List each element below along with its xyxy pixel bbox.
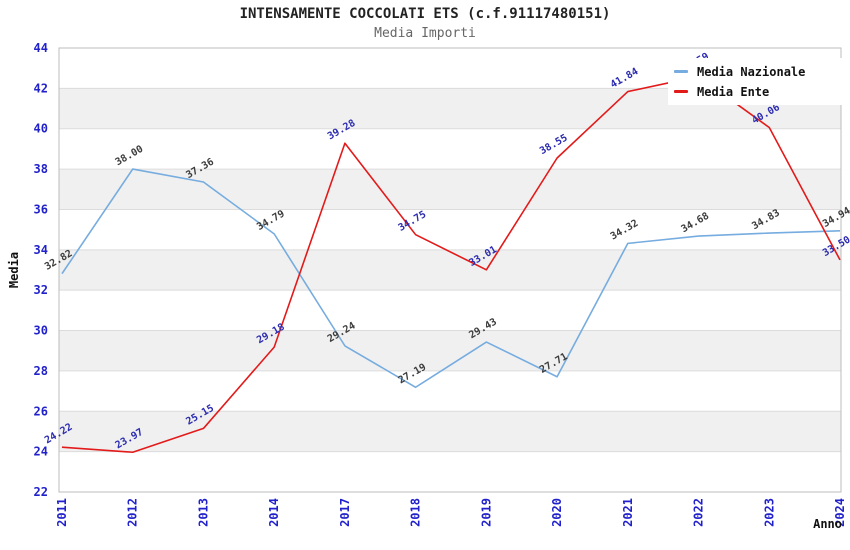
data-label: 34.83: [750, 208, 782, 233]
y-tick-label: 40: [34, 122, 48, 136]
data-label: 34.79: [255, 208, 287, 233]
y-tick-label: 30: [34, 324, 48, 338]
y-tick-label: 38: [34, 162, 48, 176]
y-tick-label: 26: [34, 404, 48, 418]
x-tick-label: 2022: [692, 498, 706, 527]
y-tick-label: 44: [34, 41, 48, 55]
data-label: 38.00: [114, 144, 146, 169]
plot-border: [58, 47, 842, 493]
data-label: 41.84: [609, 66, 641, 91]
x-tick-label: 2018: [409, 498, 423, 527]
y-tick-label: 34: [34, 243, 48, 257]
x-tick-label: 2020: [550, 498, 564, 527]
legend-item-media-nazionale: Media Nazionale: [674, 65, 850, 79]
x-tick-label: 2013: [196, 498, 210, 527]
x-tick-label: 2021: [621, 498, 635, 527]
chart-title: INTENSAMENTE COCCOLATI ETS (c.f.91117480…: [239, 6, 611, 22]
y-tick-label: 24: [34, 445, 48, 459]
legend-item-media-ente: Media Ente: [674, 85, 850, 99]
data-label: 34.68: [680, 211, 712, 236]
chart-subtitle: Media Importi: [374, 26, 476, 41]
x-tick-label: 2011: [55, 498, 69, 527]
x-tick-label: 2024: [833, 498, 847, 527]
grid-band: [59, 411, 841, 452]
grid-band: [59, 330, 841, 371]
data-label: 38.55: [538, 133, 570, 158]
x-tick-label: 2017: [338, 498, 352, 527]
y-tick-label: 36: [34, 202, 48, 216]
legend: Media Nazionale Media Ente: [668, 58, 850, 105]
legend-label-media-ente: Media Ente: [697, 84, 770, 99]
legend-line-swatch-nazionale-icon: [674, 70, 688, 73]
y-tick-label: 28: [34, 364, 48, 378]
legend-line-swatch-ente-icon: [674, 90, 688, 93]
x-tick-label: 2014: [267, 498, 281, 527]
data-label: 34.32: [609, 218, 641, 243]
grid-band: [59, 169, 841, 210]
x-tick-label: 2012: [126, 498, 140, 527]
grid-band: [59, 249, 841, 291]
y-tick-label: 22: [34, 485, 48, 499]
x-tick-label: 2019: [479, 498, 493, 527]
y-tick-label: 42: [34, 81, 48, 95]
legend-label-media-nazionale: Media Nazionale: [697, 64, 806, 79]
x-tick-label: 2023: [762, 498, 776, 527]
y-axis-title: Media: [7, 252, 21, 288]
series-line-media-nazionale: [61, 168, 841, 389]
x-axis-title: Anno: [813, 517, 842, 531]
y-tick-label: 32: [34, 283, 48, 297]
